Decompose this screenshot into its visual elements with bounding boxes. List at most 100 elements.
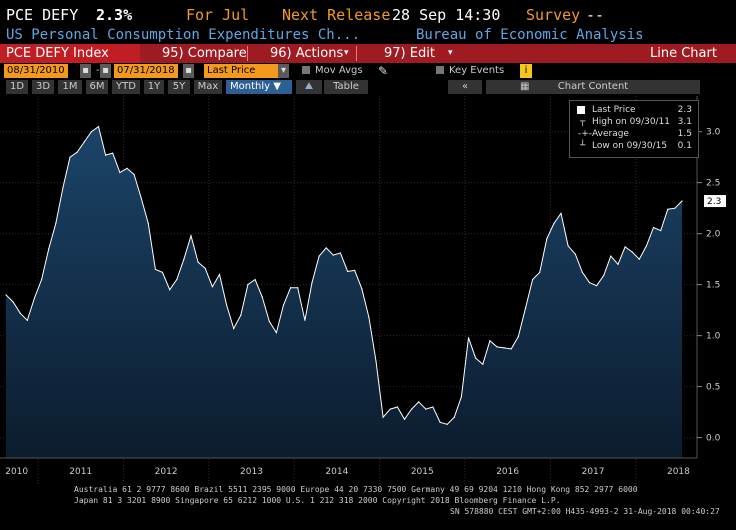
calendar-icon[interactable]: ▪	[183, 64, 194, 78]
data-point	[482, 363, 484, 365]
data-point	[190, 235, 192, 237]
toolbar-divider	[356, 46, 357, 61]
data-point	[510, 348, 512, 350]
data-point	[332, 254, 334, 256]
data-point	[55, 222, 57, 225]
survey-label: Survey	[526, 6, 581, 24]
checkbox-icon[interactable]	[302, 66, 310, 74]
start-date-field[interactable]: 08/31/2010	[4, 64, 68, 78]
edit-dropdown-icon[interactable]: ▾	[448, 48, 453, 58]
description-row: US Personal Consumption Expenditures Ch.…	[6, 27, 736, 45]
data-point	[489, 340, 491, 342]
chart-legend[interactable]: Last Price 2.3 ┬ High on 09/30/11 3.1 -+…	[569, 100, 699, 158]
data-point	[12, 301, 14, 303]
chart-icon[interactable]: ⛰	[296, 80, 322, 94]
data-point	[617, 263, 619, 265]
data-point	[667, 208, 669, 210]
price-field-select[interactable]: Last Price	[204, 64, 280, 78]
footer: Australia 61 2 9777 8600 Brazil 5511 239…	[0, 485, 736, 530]
data-point	[76, 151, 78, 153]
key-events-toggle[interactable]: Key Events	[436, 64, 504, 78]
data-point	[147, 222, 149, 225]
actions-button[interactable]: 96) Actions	[270, 46, 344, 61]
data-point	[631, 251, 633, 253]
x-tick-label: 2011	[69, 467, 92, 477]
data-point	[90, 131, 92, 133]
data-point	[282, 304, 285, 306]
data-point	[439, 421, 441, 423]
average-icon: -+-	[578, 129, 593, 139]
period-6m[interactable]: 6M	[86, 80, 108, 94]
period-1y[interactable]: 1Y	[144, 80, 164, 94]
checkbox-icon[interactable]	[436, 66, 444, 74]
legend-value: 0.1	[677, 141, 692, 151]
low-icon: ┴	[580, 141, 586, 151]
data-point	[19, 312, 21, 314]
data-point	[204, 267, 206, 269]
data-point	[432, 406, 434, 408]
legend-value: 2.3	[677, 105, 692, 115]
data-point	[382, 416, 384, 418]
data-point	[176, 278, 178, 281]
data-point	[517, 336, 519, 338]
period-3d[interactable]: 3D	[32, 80, 54, 94]
chart-content-button[interactable]: ▦ Chart Content	[486, 80, 700, 94]
x-tick-label: 2015	[411, 467, 434, 477]
data-point	[105, 154, 107, 156]
price-line	[5, 125, 683, 425]
collapse-button[interactable]: «	[448, 80, 482, 94]
frequency-select[interactable]: Monthly ▼	[226, 80, 292, 94]
area-fill	[6, 126, 682, 458]
settings-icon: ▦	[520, 81, 530, 92]
ticker-label: PCE DEFY	[6, 6, 79, 24]
last-value-label: 2.3	[707, 197, 721, 207]
key-events-icon[interactable]: i	[520, 64, 532, 78]
compare-button[interactable]: 95) Compare	[162, 46, 247, 61]
high-icon: ┬	[580, 117, 586, 127]
data-point	[119, 171, 121, 174]
data-point	[368, 316, 370, 318]
chevron-down-icon[interactable]: ▾	[278, 64, 289, 78]
calendar-icon[interactable]: ▪	[100, 64, 111, 78]
chart-type-label[interactable]: Line Chart	[650, 46, 717, 61]
data-point	[446, 423, 448, 425]
x-tick-label: 2012	[155, 467, 178, 477]
data-point	[97, 126, 100, 128]
x-tick-label: 2017	[582, 467, 605, 477]
pencil-icon[interactable]: ✎	[378, 64, 389, 78]
data-point	[211, 286, 213, 288]
end-date-field[interactable]: 07/31/2018	[114, 64, 178, 78]
data-point	[325, 247, 327, 249]
y-tick-label: 2.5	[706, 179, 720, 189]
calendar-icon[interactable]: ▪	[80, 64, 91, 78]
security-header: PCE DEFY 2.3% For Jul Next Release 28 Se…	[6, 6, 736, 26]
period-5y[interactable]: 5Y	[168, 80, 190, 94]
y-tick-label: 2.0	[706, 230, 721, 240]
period-max[interactable]: Max	[194, 80, 222, 94]
last-value-marker: 2.3	[704, 195, 726, 208]
mov-avgs-toggle[interactable]: Mov Avgs	[302, 64, 363, 78]
table-button[interactable]: Table	[324, 80, 368, 94]
last-value: 2.3%	[96, 6, 133, 24]
period-ytd[interactable]: YTD	[112, 80, 140, 94]
data-point	[290, 287, 292, 289]
data-point	[411, 408, 413, 410]
data-point	[681, 200, 683, 202]
data-point	[638, 258, 640, 260]
data-point	[396, 406, 398, 408]
period-1d[interactable]: 1D	[6, 80, 28, 94]
data-point	[183, 258, 185, 260]
chart-content-label: Chart Content	[557, 81, 629, 92]
legend-last-price: Last Price 2.3	[574, 104, 694, 116]
edit-button[interactable]: 97) Edit	[384, 46, 435, 61]
legend-low: ┴ Low on 09/30/15 0.1	[574, 140, 694, 152]
data-point	[574, 253, 576, 255]
data-point	[475, 357, 477, 359]
actions-dropdown-icon[interactable]: ▾	[344, 48, 349, 58]
series-description: US Personal Consumption Expenditures Ch.…	[6, 27, 361, 43]
legend-label: Average	[592, 129, 629, 139]
period-1m[interactable]: 1M	[58, 80, 82, 94]
y-tick-label: 3.0	[706, 128, 721, 138]
data-point	[161, 271, 164, 273]
data-point	[603, 274, 605, 277]
